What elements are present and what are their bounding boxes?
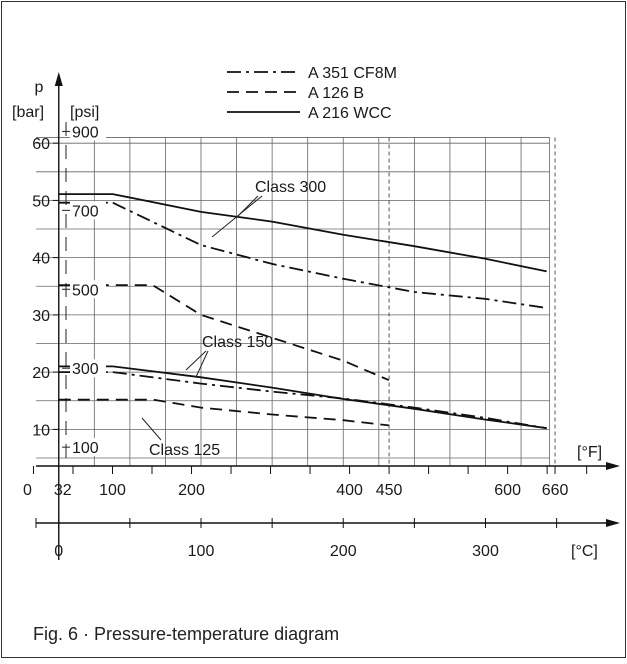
x-axis-f-tick-label: 100	[99, 482, 126, 499]
legend-label: A 126 B	[308, 85, 364, 102]
annotation-class-150: Class 150	[202, 334, 273, 351]
series-line	[58, 371, 547, 430]
y-axis-arrow	[54, 72, 63, 86]
y-axis-psi-tick-label: 100	[72, 440, 99, 457]
y-axis-bar-tick-label: 10	[32, 422, 50, 439]
x-axis-f-tick-label: 0	[23, 482, 32, 499]
x-axis-c-tick-label: 0	[54, 543, 63, 560]
y-axis-bar-tick-label: 30	[32, 308, 50, 325]
series-line	[58, 193, 547, 273]
y-axis-psi-tick-label: 300	[72, 361, 99, 378]
x-axis-f-tick-label: 400	[336, 482, 363, 499]
tick-labels: 0 32 100 200 400 450 600 660 0 100 200 300 10 20 30 40 5…	[23, 122, 568, 560]
legend: A 351 CF8M A 126 B A 216 WCC	[227, 65, 397, 122]
y-axis-psi-tick-label: 500	[72, 282, 99, 299]
series-line	[58, 201, 547, 309]
leader-class-150-a	[185, 350, 207, 371]
y-axis-bar-tick-label: 20	[32, 365, 50, 382]
y-axis-bar-tick-label: 60	[32, 136, 50, 153]
x-axis-f-tick-label: 32	[54, 482, 72, 499]
leader-class-300-b	[211, 195, 263, 238]
annotation-class-300: Class 300	[255, 179, 326, 196]
axes	[32, 72, 620, 560]
x-axis-c-arrow	[606, 519, 620, 527]
legend-label: A 216 WCC	[308, 105, 392, 122]
class-annotations: Class 300 Class 150 Class 125	[141, 179, 326, 459]
x-axis-unit-c: [°C]	[571, 543, 598, 560]
leader-class-150-b	[195, 350, 209, 378]
y-axis-unit-bar: [bar]	[12, 104, 44, 121]
figure-caption: Fig. 6 · Pressure-temperature diagram	[33, 624, 340, 644]
y-axis-symbol: p	[35, 79, 44, 96]
y-axis-unit-psi: [psi]	[70, 104, 99, 121]
series-lines	[58, 193, 547, 430]
y-axis-psi-tick-label: 900	[72, 124, 99, 141]
x-axis-f-tick-label: 660	[542, 482, 569, 499]
series-line	[58, 365, 547, 430]
x-axis-f-tick-label: 600	[494, 482, 521, 499]
leader-class-125	[141, 417, 162, 441]
x-axis-c-tick-label: 300	[472, 543, 499, 560]
series-line	[58, 398, 389, 427]
y-axis-psi-label-bg	[70, 201, 106, 220]
y-axis-psi-label-bg	[70, 122, 106, 141]
x-axis-unit-f: [°F]	[577, 444, 602, 461]
x-axis-f-tick-label: 200	[178, 482, 205, 499]
y-axis-psi-label-bg	[70, 438, 106, 457]
y-axis-psi-label-bg	[70, 359, 106, 378]
series-line	[58, 284, 390, 381]
x-axis-c-tick-label: 200	[330, 543, 357, 560]
x-axis-f-tick-label: 450	[376, 482, 403, 499]
y-axis-bar-tick-label: 40	[32, 251, 50, 268]
x-axis-c-tick-label: 100	[188, 543, 215, 560]
legend-label: A 351 CF8M	[308, 65, 397, 82]
y-axis-psi-label-bg	[70, 280, 106, 299]
y-axis-bar-tick-label: 50	[32, 193, 50, 210]
grid	[36, 137, 556, 466]
x-axis-f-arrow	[606, 462, 620, 470]
y-axis-psi-tick-label: 700	[72, 203, 99, 220]
annotation-class-125: Class 125	[149, 442, 220, 459]
